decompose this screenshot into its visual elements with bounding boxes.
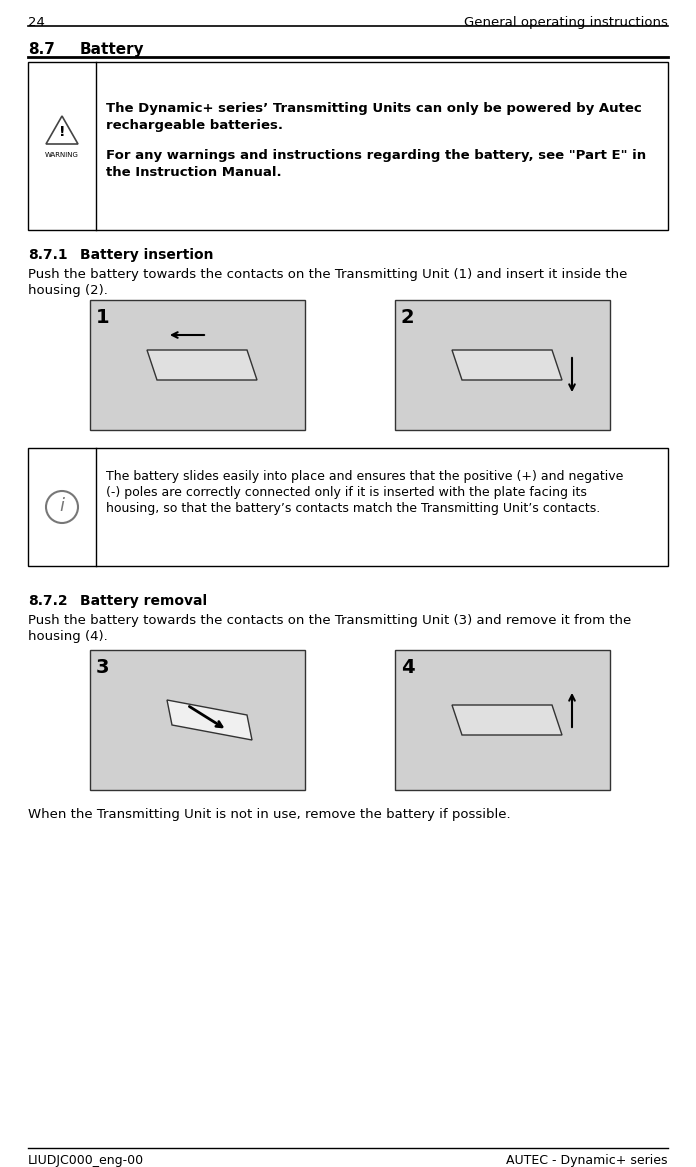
Text: The Dynamic+ series’ Transmitting Units can only be powered by Autec: The Dynamic+ series’ Transmitting Units … bbox=[106, 102, 642, 116]
Text: Push the battery towards the contacts on the Transmitting Unit (1) and insert it: Push the battery towards the contacts on… bbox=[28, 268, 627, 281]
Text: 2: 2 bbox=[401, 308, 415, 327]
Text: WARNING: WARNING bbox=[45, 152, 79, 158]
Text: LIUDJC000_eng-00: LIUDJC000_eng-00 bbox=[28, 1154, 144, 1167]
Polygon shape bbox=[452, 350, 562, 380]
Text: housing (4).: housing (4). bbox=[28, 630, 108, 643]
Polygon shape bbox=[147, 350, 257, 380]
Text: The battery slides easily into place and ensures that the positive (+) and negat: The battery slides easily into place and… bbox=[106, 470, 624, 483]
Text: i: i bbox=[59, 497, 65, 515]
Bar bbox=[90, 300, 305, 429]
Text: !: ! bbox=[58, 125, 65, 139]
Text: Battery removal: Battery removal bbox=[80, 594, 207, 608]
Text: the Instruction Manual.: the Instruction Manual. bbox=[106, 166, 282, 179]
Text: 3: 3 bbox=[96, 658, 109, 677]
Text: housing, so that the battery’s contacts match the Transmitting Unit’s contacts.: housing, so that the battery’s contacts … bbox=[106, 502, 600, 515]
Text: (-) poles are correctly connected only if it is inserted with the plate facing i: (-) poles are correctly connected only i… bbox=[106, 485, 587, 499]
Text: rechargeable batteries.: rechargeable batteries. bbox=[106, 119, 283, 132]
Bar bbox=[395, 650, 610, 790]
Text: 8.7: 8.7 bbox=[28, 42, 55, 57]
Text: 8.7.2: 8.7.2 bbox=[28, 594, 68, 608]
Text: Battery insertion: Battery insertion bbox=[80, 249, 214, 263]
Text: 24: 24 bbox=[28, 16, 45, 29]
Bar bbox=[395, 300, 610, 429]
Bar bbox=[90, 650, 305, 790]
Polygon shape bbox=[452, 705, 562, 735]
Text: For any warnings and instructions regarding the battery, see "Part E" in: For any warnings and instructions regard… bbox=[106, 149, 646, 162]
Text: 1: 1 bbox=[96, 308, 110, 327]
Polygon shape bbox=[167, 700, 252, 740]
Text: Battery: Battery bbox=[80, 42, 145, 57]
Text: Push the battery towards the contacts on the Transmitting Unit (3) and remove it: Push the battery towards the contacts on… bbox=[28, 614, 631, 627]
Text: General operating instructions: General operating instructions bbox=[464, 16, 668, 29]
Bar bbox=[28, 62, 668, 230]
Bar bbox=[28, 448, 668, 566]
Text: AUTEC - Dynamic+ series: AUTEC - Dynamic+ series bbox=[507, 1154, 668, 1167]
Text: housing (2).: housing (2). bbox=[28, 284, 108, 296]
Text: 8.7.1: 8.7.1 bbox=[28, 249, 68, 263]
Text: When the Transmitting Unit is not in use, remove the battery if possible.: When the Transmitting Unit is not in use… bbox=[28, 808, 511, 822]
Text: 4: 4 bbox=[401, 658, 415, 677]
